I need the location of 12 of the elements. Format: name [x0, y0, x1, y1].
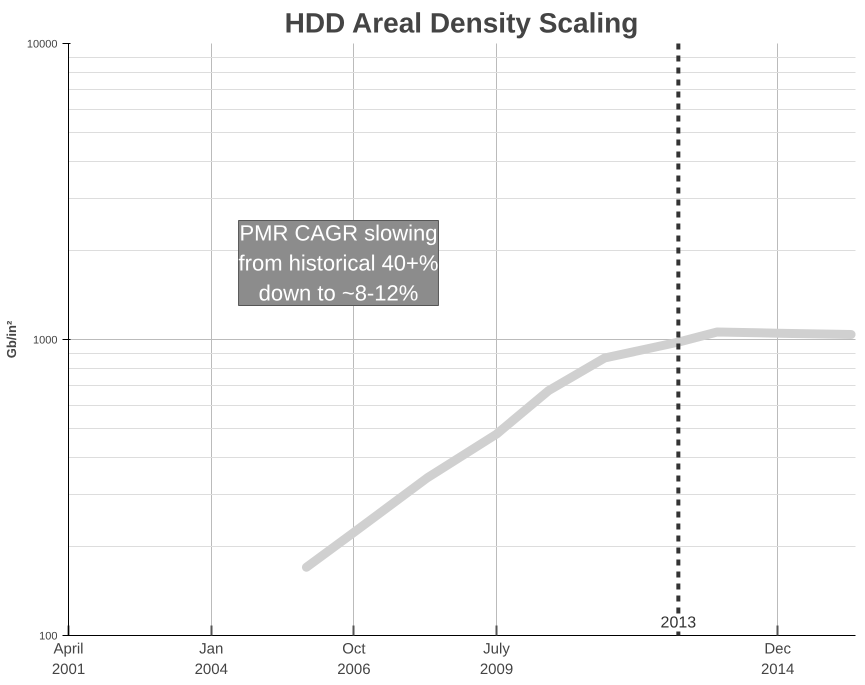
- ref-line-label: 2013: [660, 614, 696, 632]
- y-axis-title: Gb/in²: [4, 320, 19, 358]
- x-tick-label: April 2001: [52, 640, 86, 678]
- annotation: PMR CAGR slowing from historical 40+% down to ~8-12%: [238, 220, 438, 306]
- x-tick-label: July 2009: [480, 640, 514, 678]
- y-tick-label: 1000: [33, 334, 58, 346]
- y-tick-label: 100: [39, 630, 58, 642]
- x-tick-label: Jan 2004: [194, 640, 228, 678]
- x-tick-label: Dec 2014: [760, 640, 794, 678]
- x-tick-label: Oct 2006: [337, 640, 371, 678]
- y-tick-label: 10000: [26, 38, 58, 50]
- chart-title: HDD Areal Density Scaling: [284, 8, 638, 38]
